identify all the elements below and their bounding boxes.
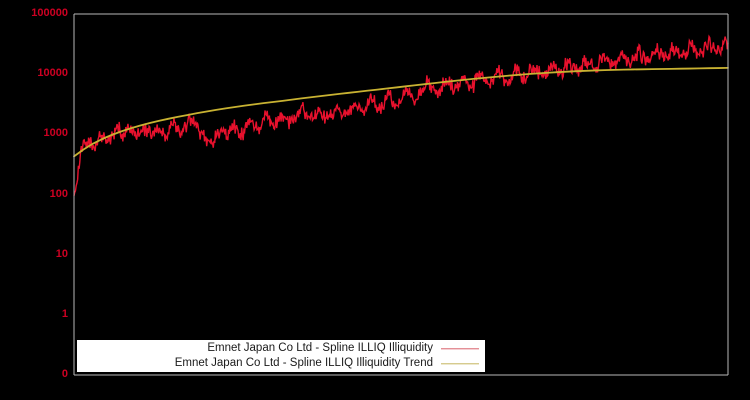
axis-spines [73,13,729,376]
series-line-illiquidity-trend [73,66,729,158]
y-axis-tick-label: 1 [61,307,68,320]
legend-entry-trend[interactable]: Emnet Japan Co Ltd - Spline ILLIQ Illiqu… [77,356,485,371]
chart-legend[interactable]: Emnet Japan Co Ltd - Spline ILLIQ Illiqu… [77,340,485,372]
y-axis-tick-label: 10000 [37,67,68,80]
legend-swatch-trend-icon [441,358,479,369]
y-axis-tick-label: 10 [55,247,68,260]
y-axis-tick-label: 0 [61,368,68,380]
legend-swatch-series-icon [441,343,479,354]
legend-label-trend: Emnet Japan Co Ltd - Spline ILLIQ Illiqu… [174,357,433,369]
legend-label-series: Emnet Japan Co Ltd - Spline ILLIQ Illiqu… [207,342,433,354]
series-line-illiquidity [73,34,729,196]
y-axis-tick-label: 1000 [43,127,68,140]
y-axis-tick-label: 100000 [31,7,68,19]
y-axis-tick-label: 100 [49,187,68,200]
plot-area-background [74,14,728,375]
y-axis-tick-labels: 100000 10000 1000 100 10 1 0 [0,0,68,400]
legend-entry-series[interactable]: Emnet Japan Co Ltd - Spline ILLIQ Illiqu… [77,341,485,356]
